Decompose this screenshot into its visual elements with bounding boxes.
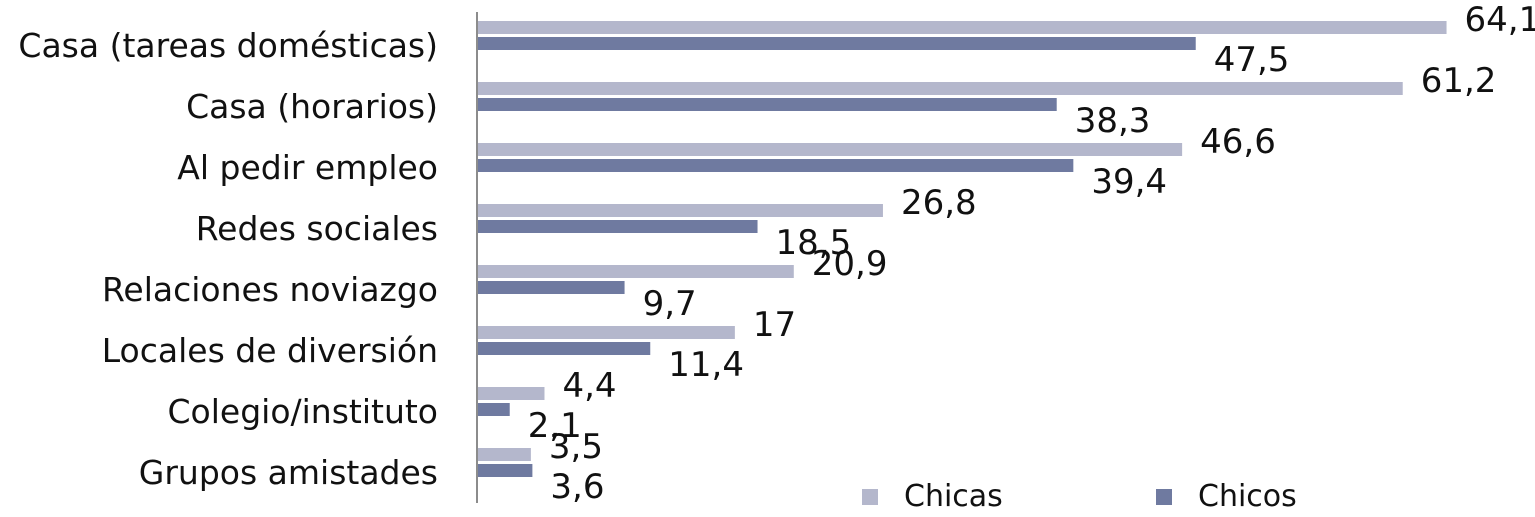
- data-label-chicas: 3,5: [549, 427, 603, 467]
- category-label: Relaciones noviazgo: [102, 270, 438, 309]
- bar-chicos: [478, 37, 1196, 50]
- bar-chicas: [478, 82, 1403, 95]
- data-labels: 64,1 47,5 61,2 38,3 46,6 39,4 26,8 18,520,9 9,7 1…: [528, 0, 1535, 507]
- data-label-chicas: 64,1: [1465, 0, 1535, 40]
- category-label: Al pedir empleo: [177, 148, 438, 187]
- bar-chicas: [478, 448, 531, 461]
- category-label: Redes sociales: [196, 209, 438, 248]
- bar-chicos: [478, 159, 1074, 172]
- category-label: Casa (horarios): [186, 87, 438, 126]
- data-label-chicos: 3,6: [550, 467, 604, 507]
- bar-chicas: [478, 204, 883, 217]
- data-label-chicas: 26,8: [901, 183, 977, 223]
- category-label: Locales de diversión: [102, 331, 438, 370]
- bar-chicas: [478, 265, 794, 278]
- bar-chicos: [478, 403, 510, 416]
- bar-chicas: [478, 326, 735, 339]
- legend-swatch-chicos: [1156, 489, 1172, 505]
- data-label-chicas: 17: [753, 305, 796, 345]
- legend: Chicas Chicos: [862, 479, 1297, 514]
- bar-chicos: [478, 220, 758, 233]
- data-label-chicos: 9,7: [643, 284, 697, 324]
- category-label: Casa (tareas domésticas): [18, 26, 438, 65]
- category-label: Grupos amistades: [139, 453, 438, 492]
- bar-chicas: [478, 387, 545, 400]
- data-label-chicos: 39,4: [1091, 162, 1167, 202]
- bar-chicas: [478, 21, 1447, 34]
- legend-label-chicos: Chicos: [1198, 479, 1297, 514]
- legend-label-chicas: Chicas: [904, 479, 1003, 514]
- data-label-chicos: 2,1: [528, 406, 582, 446]
- bar-chicos: [478, 342, 651, 355]
- data-label-chicas: 20,9: [812, 244, 888, 284]
- category-label: Colegio/instituto: [168, 392, 439, 431]
- data-label-chicos: 47,5: [1214, 40, 1290, 80]
- bar-chicos: [478, 98, 1057, 111]
- data-label-chicos: 18,5: [776, 223, 852, 263]
- data-label-chicos: 11,4: [668, 345, 744, 385]
- data-label-chicas: 61,2: [1421, 61, 1497, 101]
- legend-swatch-chicas: [862, 489, 878, 505]
- data-label-chicas: 4,4: [562, 366, 616, 406]
- bar-chicos: [478, 464, 533, 477]
- bar-chicos: [478, 281, 625, 294]
- data-label-chicas: 46,6: [1200, 122, 1276, 162]
- category-labels: Casa (tareas domésticas) Casa (horarios) A…: [18, 26, 438, 492]
- bar-chicas: [478, 143, 1183, 156]
- data-label-chicos: 38,3: [1075, 101, 1151, 141]
- bars: [478, 21, 1447, 477]
